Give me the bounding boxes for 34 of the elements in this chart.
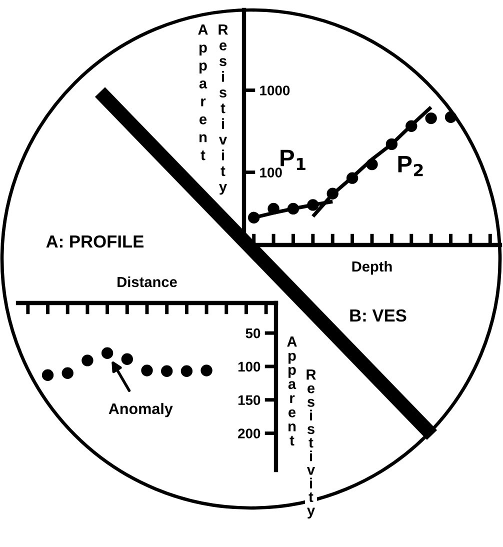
x-axis-title: Distance xyxy=(118,276,177,288)
point xyxy=(307,199,319,211)
point xyxy=(42,369,54,381)
point xyxy=(121,353,133,365)
annotation: Anomaly xyxy=(108,402,173,418)
point xyxy=(200,364,212,376)
point xyxy=(346,172,358,184)
point xyxy=(62,367,74,379)
x-axis-title: Depth xyxy=(352,260,392,275)
y-tick-label: 100 xyxy=(260,168,282,178)
y-tick-label: 200 xyxy=(238,428,260,438)
point xyxy=(366,158,378,170)
point xyxy=(82,354,94,366)
y-tick-label: 100 xyxy=(238,362,260,372)
y-tick-label: 50 xyxy=(246,328,260,338)
y-tick-label: 1000 xyxy=(260,86,290,96)
point xyxy=(268,202,280,215)
point xyxy=(287,202,300,215)
series-label: P$_{1}$ xyxy=(280,150,306,170)
text: B: VES xyxy=(350,309,406,322)
point xyxy=(326,188,338,200)
point xyxy=(406,120,418,132)
point xyxy=(425,112,437,124)
text: Apparent Resistivity xyxy=(287,336,316,519)
chart-title: A: PROFILE xyxy=(46,235,144,248)
point xyxy=(161,365,173,377)
point xyxy=(141,364,153,376)
text: Apparent Resistivity xyxy=(198,24,228,195)
point xyxy=(248,212,260,224)
y-tick-label: 150 xyxy=(238,395,260,406)
series-label: P$_{2}$ xyxy=(398,156,423,176)
point xyxy=(386,138,398,150)
point xyxy=(101,347,114,359)
point xyxy=(180,365,193,377)
